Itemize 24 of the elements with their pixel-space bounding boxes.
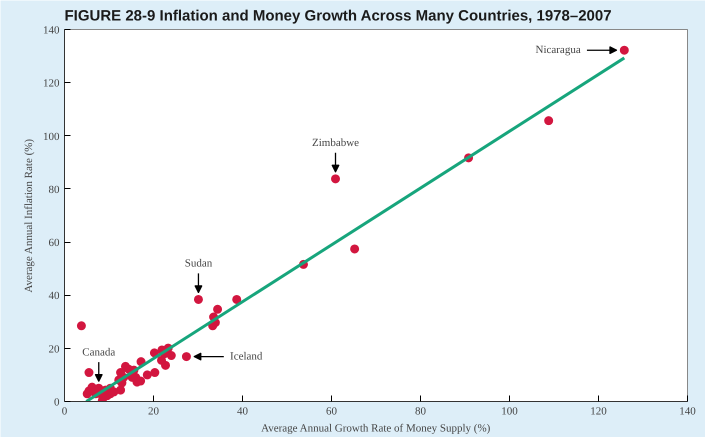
x-tick-label: 20 bbox=[148, 406, 160, 418]
x-axis-title: Average Annual Growth Rate of Money Supply (%) bbox=[261, 422, 491, 434]
x-tick-label: 40 bbox=[237, 406, 248, 418]
y-axis-title: Average Annual Inflation Rate (%) bbox=[23, 138, 35, 293]
y-tick-label: 100 bbox=[43, 130, 60, 143]
x-tick-label: 60 bbox=[326, 406, 338, 418]
y-tick-label: 0 bbox=[54, 396, 60, 408]
annotation: Iceland bbox=[230, 350, 263, 363]
y-tick-label: 40 bbox=[48, 290, 60, 302]
x-tick-label: 120 bbox=[590, 406, 608, 418]
annotation: Sudan bbox=[184, 258, 213, 270]
x-tick-label: 100 bbox=[501, 406, 518, 418]
x-tick-label: 0 bbox=[62, 406, 68, 418]
annotation: Zimbabwe bbox=[312, 137, 360, 150]
x-tick-label: 80 bbox=[415, 406, 426, 418]
annotation: Canada bbox=[82, 346, 116, 358]
y-tick-label: 120 bbox=[43, 78, 60, 90]
annotation: Nicaragua bbox=[536, 44, 581, 56]
y-tick-label: 60 bbox=[48, 237, 60, 250]
y-tick-label: 80 bbox=[48, 184, 60, 196]
y-tick-label: 20 bbox=[48, 343, 60, 356]
x-tick-label: 140 bbox=[679, 406, 696, 418]
chart-title: FIGURE 28-9 Inflation and Money Growth Across Many Countries, 1978–2007 bbox=[64, 8, 612, 24]
y-tick-label: 140 bbox=[43, 24, 60, 36]
